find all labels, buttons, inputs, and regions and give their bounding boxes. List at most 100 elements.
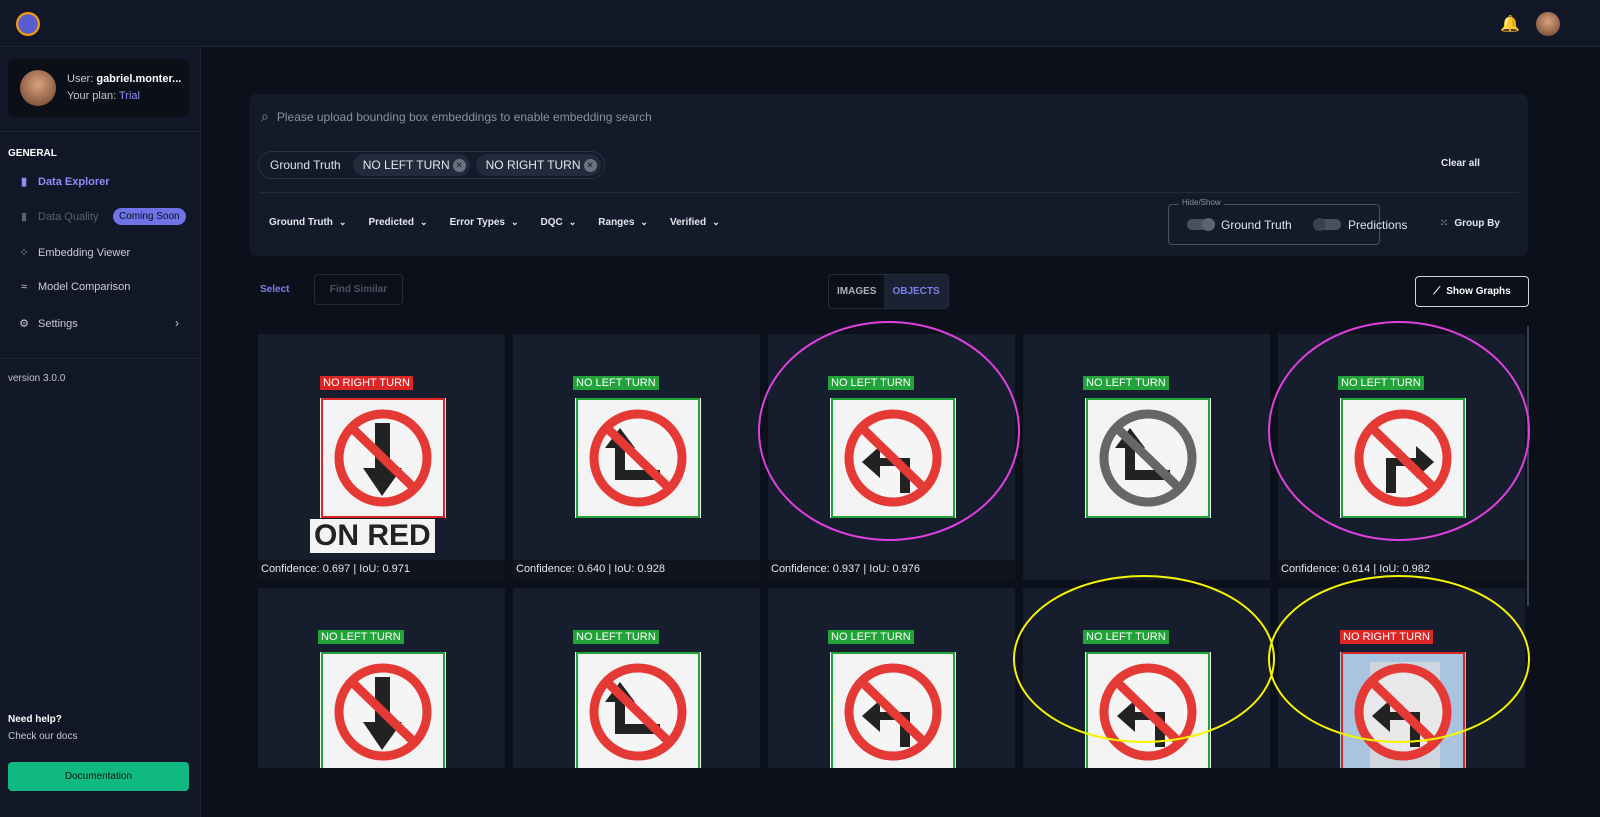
search-icon: ⌕ bbox=[261, 108, 269, 124]
dropdown-label: Ground Truth bbox=[269, 217, 333, 228]
sign-graphic bbox=[844, 409, 942, 507]
object-card[interactable]: NO RIGHT TURN bbox=[1278, 588, 1525, 768]
bell-icon[interactable]: 🔔 bbox=[1500, 16, 1520, 33]
sign-image bbox=[320, 652, 446, 768]
predictions-toggle[interactable] bbox=[1313, 218, 1341, 231]
sidebar: User: gabriel.monter... Your plan: Trial… bbox=[0, 47, 201, 817]
filter-chip: NO LEFT TURN ✕ bbox=[352, 154, 470, 176]
chip-label: NO RIGHT TURN bbox=[485, 158, 581, 172]
plan-value[interactable]: Trial bbox=[119, 90, 140, 102]
sign-image bbox=[1085, 652, 1211, 768]
chevron-right-icon[interactable]: › bbox=[175, 316, 179, 330]
sign-text: ON RED bbox=[310, 519, 435, 553]
dropdown-ranges[interactable]: Ranges ⌄ bbox=[598, 217, 648, 228]
bounding-box bbox=[831, 652, 955, 768]
object-card[interactable]: NO LEFT TURN bbox=[768, 588, 1015, 768]
show-graphs-label: Show Graphs bbox=[1446, 286, 1511, 297]
ground-truth-toggle[interactable] bbox=[1187, 218, 1215, 231]
top-bar: 🔔 bbox=[0, 0, 1600, 47]
search-input[interactable]: ⌕ Please upload bounding box embeddings t… bbox=[261, 108, 652, 125]
chevron-down-icon: ⌄ bbox=[568, 217, 577, 227]
scrollbar[interactable] bbox=[1527, 326, 1529, 606]
sidebar-item-label: Model Comparison bbox=[38, 281, 131, 293]
dropdown-label: Error Types bbox=[449, 217, 505, 228]
toggle-label: Ground Truth bbox=[1221, 218, 1292, 232]
object-card[interactable]: NO LEFT TURN Confidence: 0.937 | IoU: 0.… bbox=[768, 334, 1015, 580]
dropdown-error-types[interactable]: Error Types ⌄ bbox=[450, 217, 519, 228]
confidence-caption: Confidence: 0.937 | IoU: 0.976 bbox=[768, 560, 1015, 580]
avatar bbox=[20, 70, 56, 106]
dropdown-ground-truth[interactable]: Ground Truth ⌄ bbox=[269, 217, 346, 228]
object-card[interactable]: NO LEFT TURN bbox=[513, 588, 760, 768]
sign-graphic bbox=[589, 663, 687, 761]
object-grid: NO RIGHT TURN ON RED Confidence: 0.697 |… bbox=[258, 334, 1525, 768]
docs-link[interactable]: Check our docs bbox=[8, 731, 78, 742]
wave-icon: ≈ bbox=[20, 281, 28, 293]
clear-all-button[interactable]: Clear all bbox=[1441, 158, 1480, 169]
sidebar-item-settings[interactable]: ⚙ Settings bbox=[18, 317, 78, 331]
object-card[interactable]: NO LEFT TURN Confidence: 0.640 | IoU: 0.… bbox=[513, 334, 760, 580]
sidebar-item-embedding-viewer[interactable]: ⁘ Embedding Viewer bbox=[18, 246, 130, 260]
sidebar-item-label: Data Quality bbox=[38, 210, 99, 223]
label-tag: NO LEFT TURN bbox=[828, 376, 914, 390]
sidebar-item-model-comparison[interactable]: ≈ Model Comparison bbox=[18, 281, 130, 293]
dropdown-label: Verified bbox=[669, 217, 707, 228]
object-card[interactable]: NO LEFT TURN bbox=[1023, 588, 1270, 768]
dropdown-verified[interactable]: Verified ⌄ bbox=[670, 217, 720, 228]
user-card: User: gabriel.monter... Your plan: Trial bbox=[8, 59, 189, 117]
sign-graphic bbox=[589, 409, 687, 507]
version-label: version 3.0.0 bbox=[8, 373, 66, 384]
sign-graphic bbox=[334, 663, 432, 761]
sign-image bbox=[575, 398, 701, 518]
chip-label: NO LEFT TURN bbox=[362, 158, 450, 172]
object-card[interactable]: NO LEFT TURN Confidence: 0.614 | IoU: 0.… bbox=[1278, 334, 1525, 580]
label-tag: NO LEFT TURN bbox=[318, 630, 404, 644]
bounding-box bbox=[321, 652, 445, 768]
label-tag: NO RIGHT TURN bbox=[1340, 630, 1433, 644]
coming-soon-badge: Coming Soon bbox=[113, 208, 186, 225]
chevron-down-icon: ⌄ bbox=[640, 217, 648, 227]
bounding-box bbox=[321, 398, 445, 518]
bounding-box bbox=[1086, 398, 1210, 518]
object-card[interactable]: NO RIGHT TURN ON RED Confidence: 0.697 |… bbox=[258, 334, 505, 580]
bounding-box bbox=[1341, 652, 1465, 768]
sign-graphic bbox=[334, 409, 432, 507]
user-avatar[interactable] bbox=[1536, 12, 1560, 36]
sidebar-item-data-quality: ▮ Data Quality bbox=[18, 210, 99, 224]
tab-objects[interactable]: OBJECTS bbox=[884, 275, 948, 308]
filter-dropdowns: Ground Truth ⌄ Predicted ⌄ Error Types ⌄ DQ… bbox=[269, 217, 720, 228]
sidebar-item-data-explorer[interactable]: ▮ Data Explorer bbox=[18, 175, 110, 189]
confidence-caption: Confidence: 0.640 | IoU: 0.928 bbox=[513, 560, 760, 580]
sign-image bbox=[575, 652, 701, 768]
close-icon[interactable]: ✕ bbox=[583, 158, 597, 172]
dropdown-label: Predicted bbox=[368, 217, 415, 228]
label-tag: NO LEFT TURN bbox=[573, 630, 659, 644]
label-tag: NO LEFT TURN bbox=[573, 376, 659, 390]
app-logo[interactable] bbox=[16, 12, 40, 36]
sign-graphic bbox=[1354, 662, 1452, 768]
filter-panel: ⌕ Please upload bounding box embeddings t… bbox=[249, 94, 1528, 256]
label-tag: NO LEFT TURN bbox=[1338, 376, 1424, 390]
tab-images[interactable]: IMAGES bbox=[837, 286, 877, 297]
object-card[interactable]: NO LEFT TURN bbox=[258, 588, 505, 768]
show-graphs-button[interactable]: ⟋ Show Graphs bbox=[1415, 276, 1529, 307]
sign-image bbox=[1340, 398, 1466, 518]
sign-image bbox=[1085, 398, 1211, 518]
sign-graphic bbox=[1354, 409, 1452, 507]
dropdown-predicted[interactable]: Predicted ⌄ bbox=[368, 217, 427, 228]
sign-graphic bbox=[1099, 409, 1197, 507]
view-toggle: IMAGES OBJECTS bbox=[828, 274, 949, 309]
select-button[interactable]: Select bbox=[260, 284, 290, 295]
sign-image bbox=[830, 652, 956, 768]
sign-image bbox=[830, 398, 956, 518]
documentation-button[interactable]: Documentation bbox=[8, 762, 189, 791]
user-name: gabriel.monter... bbox=[96, 73, 182, 85]
label-tag: NO LEFT TURN bbox=[1083, 376, 1169, 390]
object-card[interactable]: NO LEFT TURN bbox=[1023, 334, 1270, 580]
divider bbox=[0, 358, 200, 359]
sidebar-item-label: Data Explorer bbox=[38, 175, 110, 188]
group-by-button[interactable]: ⁙ Group By bbox=[1440, 218, 1500, 229]
close-icon[interactable]: ✕ bbox=[452, 158, 466, 172]
find-similar-button[interactable]: Find Similar bbox=[314, 274, 403, 305]
dropdown-dqc[interactable]: DQC ⌄ bbox=[541, 217, 577, 228]
